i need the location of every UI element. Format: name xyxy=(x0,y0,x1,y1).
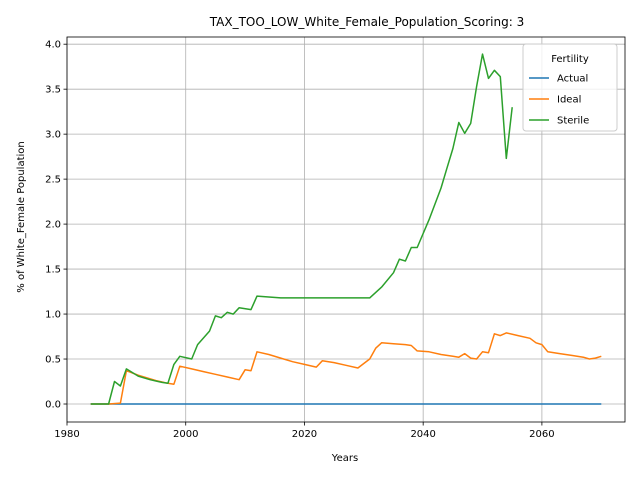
legend-label-sterile: Sterile xyxy=(557,116,589,127)
legend: Fertility Actual Ideal Sterile xyxy=(522,43,618,132)
chart-title: TAX_TOO_LOW_White_Female_Population_Scor… xyxy=(209,15,524,29)
x-axis-label: Years xyxy=(331,453,358,464)
y-tick-label: 0.5 xyxy=(45,355,61,366)
series-lines xyxy=(90,53,602,405)
x-tick-label: 2020 xyxy=(292,429,317,440)
y-axis-ticks: 0.0 0.5 1.0 1.5 2.0 2.5 3.0 3.5 4.0 xyxy=(45,40,67,411)
series-line-ideal xyxy=(90,332,602,405)
x-tick-label: 2000 xyxy=(173,429,198,440)
x-tick-label: 2060 xyxy=(529,429,554,440)
y-tick-label: 1.0 xyxy=(45,310,61,321)
x-tick-label: 2040 xyxy=(410,429,435,440)
x-tick-label: 1980 xyxy=(54,429,79,440)
legend-label-ideal: Ideal xyxy=(557,95,581,106)
y-tick-label: 3.0 xyxy=(45,130,61,141)
y-tick-label: 4.0 xyxy=(45,40,61,51)
y-tick-label: 0.0 xyxy=(45,400,61,411)
y-tick-label: 2.5 xyxy=(45,175,61,186)
legend-title: Fertility xyxy=(551,54,589,65)
plot-area-frame xyxy=(66,36,626,423)
y-tick-label: 1.5 xyxy=(45,265,61,276)
y-tick-label: 3.5 xyxy=(45,85,61,96)
legend-box xyxy=(522,43,618,132)
grid xyxy=(66,37,625,422)
y-tick-label: 2.0 xyxy=(45,220,61,231)
legend-label-actual: Actual xyxy=(557,74,588,85)
x-axis-ticks: 1980 2000 2020 2040 2060 xyxy=(54,422,555,440)
y-axis-label: % of White_Female Population xyxy=(16,141,27,292)
legend-entries: Actual Ideal Sterile xyxy=(529,74,589,127)
series-line-sterile xyxy=(90,53,513,405)
